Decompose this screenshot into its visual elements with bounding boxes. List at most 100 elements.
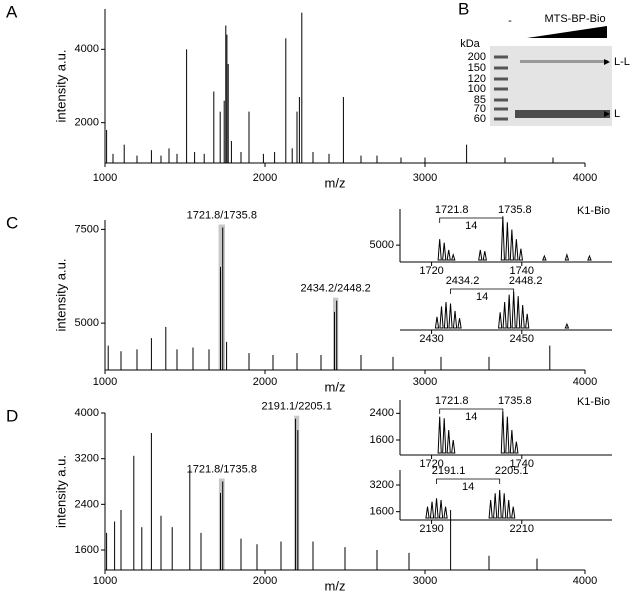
- x-axis-label: m/z: [325, 175, 346, 190]
- ladder-band: [494, 55, 508, 59]
- peak: [502, 493, 507, 519]
- peak: [457, 318, 462, 329]
- gel-band-ll: [520, 60, 608, 63]
- panel-label: C: [6, 213, 18, 232]
- peak: [434, 498, 439, 519]
- inset-title: K1-Bio: [577, 396, 610, 408]
- peak-label: 1721.8: [435, 395, 469, 407]
- peak: [497, 489, 502, 519]
- x-tick-label: 2210: [510, 523, 534, 535]
- ladder-band: [494, 87, 508, 91]
- ladder-band: [494, 98, 508, 102]
- x-tick-label: 2000: [253, 376, 277, 388]
- peak: [516, 296, 521, 329]
- peak: [425, 506, 430, 519]
- panel-label: D: [6, 406, 18, 425]
- ladder-band: [494, 77, 508, 81]
- y-tick-label: 4000: [75, 43, 99, 55]
- peak: [500, 411, 505, 454]
- x-tick-label: 4000: [573, 376, 597, 388]
- x-tick-label: 2190: [419, 523, 443, 535]
- panel-label: B: [458, 0, 469, 18]
- gel-band-l: [515, 110, 610, 118]
- y-tick-label: 2400: [75, 498, 99, 510]
- peak: [511, 506, 516, 519]
- arrow: [604, 59, 610, 65]
- peak-label: 1735.8: [498, 204, 532, 216]
- peak: [518, 248, 524, 261]
- peak: [564, 322, 570, 329]
- x-tick-label: 2450: [510, 333, 534, 345]
- band-label: L-L: [614, 56, 630, 68]
- peak-label: 1735.8: [498, 395, 532, 407]
- peak: [505, 222, 510, 261]
- peak: [437, 239, 442, 261]
- peak: [525, 313, 530, 329]
- ladder-band: [494, 117, 508, 121]
- y-axis-label: intensity a.u.: [53, 50, 68, 123]
- peak: [488, 499, 493, 519]
- peak-label: 2448.2: [509, 275, 543, 287]
- marker-label: 120: [468, 73, 486, 85]
- y-tick-label: 7500: [75, 223, 99, 235]
- peak: [509, 229, 514, 261]
- peak: [482, 251, 487, 261]
- ladder-band: [494, 107, 508, 111]
- y-tick-label: 5000: [370, 239, 394, 251]
- gel-wedge: [527, 26, 607, 38]
- x-tick-label: 2000: [253, 172, 277, 184]
- highlight-band: [218, 224, 225, 370]
- x-tick-label: 1000: [93, 575, 117, 587]
- marker-label: 150: [468, 62, 486, 74]
- peak: [451, 439, 456, 454]
- x-tick-label: 1740: [510, 265, 534, 277]
- y-tick-label: 3200: [370, 479, 394, 491]
- peak: [446, 249, 451, 261]
- peak: [452, 310, 458, 329]
- marker-label: 200: [468, 51, 486, 63]
- peak: [514, 441, 519, 454]
- highlight-band: [333, 297, 339, 370]
- shift-label: 14: [476, 291, 488, 303]
- shift-label: 14: [465, 220, 477, 232]
- y-tick-label: 1600: [75, 544, 99, 556]
- peak: [438, 499, 444, 519]
- x-axis-label: m/z: [325, 379, 346, 394]
- peak: [502, 302, 507, 329]
- y-tick-label: 2000: [75, 117, 99, 129]
- peak: [509, 429, 514, 454]
- inset-title: K1-Bio: [577, 205, 610, 217]
- x-tick-label: 1720: [419, 458, 443, 470]
- y-tick-label: 5000: [75, 317, 99, 329]
- ladder-band: [494, 66, 508, 70]
- bracket: [439, 408, 504, 414]
- unit-label: kDa: [460, 38, 480, 50]
- x-tick-label: 1720: [419, 265, 443, 277]
- peak: [439, 306, 444, 329]
- peak: [443, 506, 448, 519]
- peak: [429, 501, 435, 519]
- shift-label: 14: [462, 481, 474, 493]
- peak: [498, 312, 503, 329]
- x-tick-label: 1740: [510, 458, 534, 470]
- peak: [587, 254, 592, 261]
- peak: [505, 416, 510, 454]
- peak: [542, 254, 547, 261]
- y-tick-label: 1600: [370, 434, 394, 446]
- x-tick-label: 3000: [413, 172, 437, 184]
- peak: [448, 303, 453, 329]
- y-tick-label: 1600: [370, 506, 394, 518]
- annotation: 1721.8/1735.8: [187, 209, 257, 221]
- marker-label: 85: [474, 94, 486, 106]
- peak: [446, 429, 451, 454]
- peak: [442, 418, 447, 454]
- marker-label: 60: [474, 113, 486, 125]
- annotation: 2434.2/2448.2: [300, 283, 370, 295]
- highlight-band: [218, 478, 225, 570]
- band-label: L: [614, 108, 620, 120]
- peak: [478, 249, 483, 261]
- peak: [514, 239, 519, 261]
- y-tick-label: 3200: [75, 453, 99, 465]
- peak: [437, 416, 442, 454]
